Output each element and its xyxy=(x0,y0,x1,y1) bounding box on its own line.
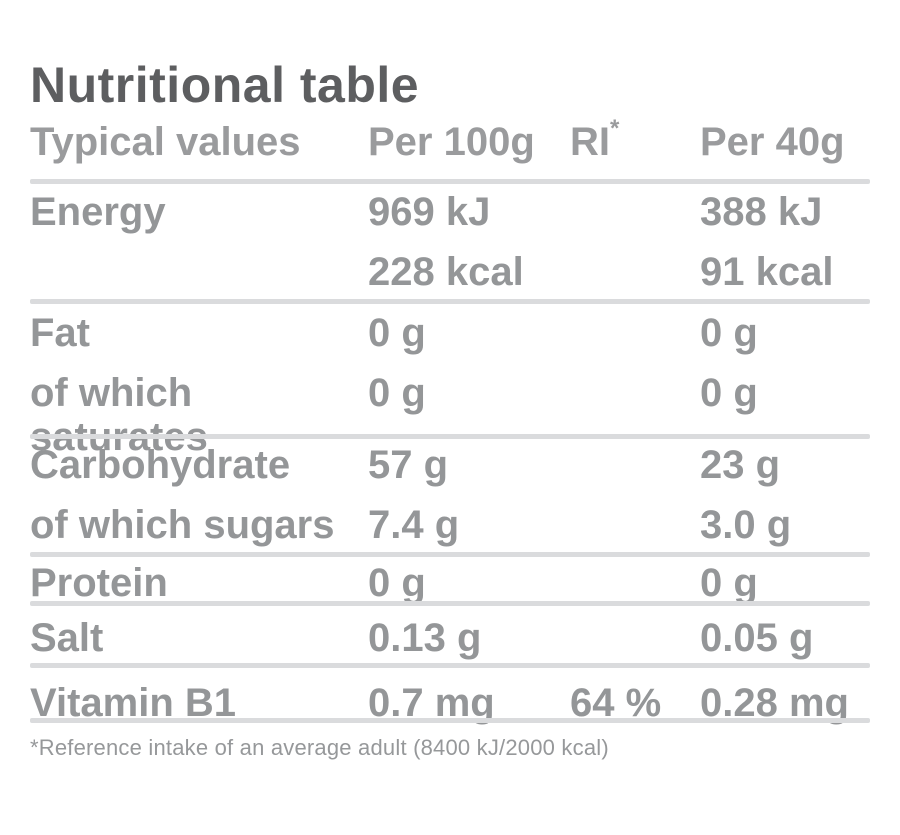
table-row-sugars: of which sugars 7.4 g 3.0 g xyxy=(30,503,870,547)
table-row-carbohydrate: Carbohydrate 57 g 23 g xyxy=(30,443,870,487)
page-title: Nutritional table xyxy=(30,56,420,113)
table-row-vitamin-b1: Vitamin B1 0.7 mg 64 % 0.28 mg xyxy=(30,681,870,725)
column-header-typical-values: Typical values xyxy=(30,120,301,164)
row-label: Energy xyxy=(30,190,166,234)
value-per-100g: 228 kcal xyxy=(368,250,524,294)
value-per-100g: 0 g xyxy=(368,561,426,605)
reference-intake-footnote: *Reference intake of an average adult (8… xyxy=(30,735,609,760)
divider-after-header xyxy=(30,179,870,184)
column-header-per-40g: Per 40g xyxy=(700,120,845,164)
value-per-100g: 969 kJ xyxy=(368,190,491,234)
value-per-100g: 0 g xyxy=(368,371,426,415)
row-label: Protein xyxy=(30,561,168,605)
divider-after-carbohydrate xyxy=(30,552,870,557)
table-row-energy-kcal: 228 kcal 91 kcal xyxy=(30,250,870,294)
value-per-40g: 3.0 g xyxy=(700,503,792,547)
divider-after-protein xyxy=(30,601,870,606)
value-per-40g: 91 kcal xyxy=(700,250,834,294)
value-per-40g: 0 g xyxy=(700,371,758,415)
ri-footnote-marker: * xyxy=(610,115,620,142)
row-label: Salt xyxy=(30,616,104,660)
value-ri: 64 % xyxy=(570,681,662,725)
row-label: Carbohydrate xyxy=(30,443,291,487)
value-per-100g: 7.4 g xyxy=(368,503,460,547)
table-header-row: Typical values Per 100g RI* Per 40g xyxy=(30,115,870,164)
divider-after-salt xyxy=(30,663,870,668)
value-per-40g: 388 kJ xyxy=(700,190,823,234)
divider-after-fat xyxy=(30,434,870,439)
value-per-100g: 57 g xyxy=(368,443,449,487)
row-label: Vitamin B1 xyxy=(30,681,236,725)
column-header-ri: RI* xyxy=(570,115,700,164)
table-row-fat: Fat 0 g 0 g xyxy=(30,311,870,355)
divider-after-energy xyxy=(30,299,870,304)
ri-label: RI xyxy=(570,120,610,164)
row-label: of which sugars xyxy=(30,503,335,547)
value-per-40g: 0 g xyxy=(700,561,758,605)
value-per-40g: 23 g xyxy=(700,443,781,487)
divider-after-vitamin-b1 xyxy=(30,718,870,723)
table-row-energy-kj: Energy 969 kJ 388 kJ xyxy=(30,190,870,234)
value-per-40g: 0.28 mg xyxy=(700,681,849,725)
column-header-per-100g: Per 100g xyxy=(368,120,535,164)
value-per-100g: 0.7 mg xyxy=(368,681,495,725)
table-row-salt: Salt 0.13 g 0.05 g xyxy=(30,616,870,660)
value-per-100g: 0.13 g xyxy=(368,616,482,660)
value-per-40g: 0.05 g xyxy=(700,616,814,660)
row-label: Fat xyxy=(30,311,90,355)
table-row-protein: Protein 0 g 0 g xyxy=(30,561,870,605)
value-per-40g: 0 g xyxy=(700,311,758,355)
value-per-100g: 0 g xyxy=(368,311,426,355)
